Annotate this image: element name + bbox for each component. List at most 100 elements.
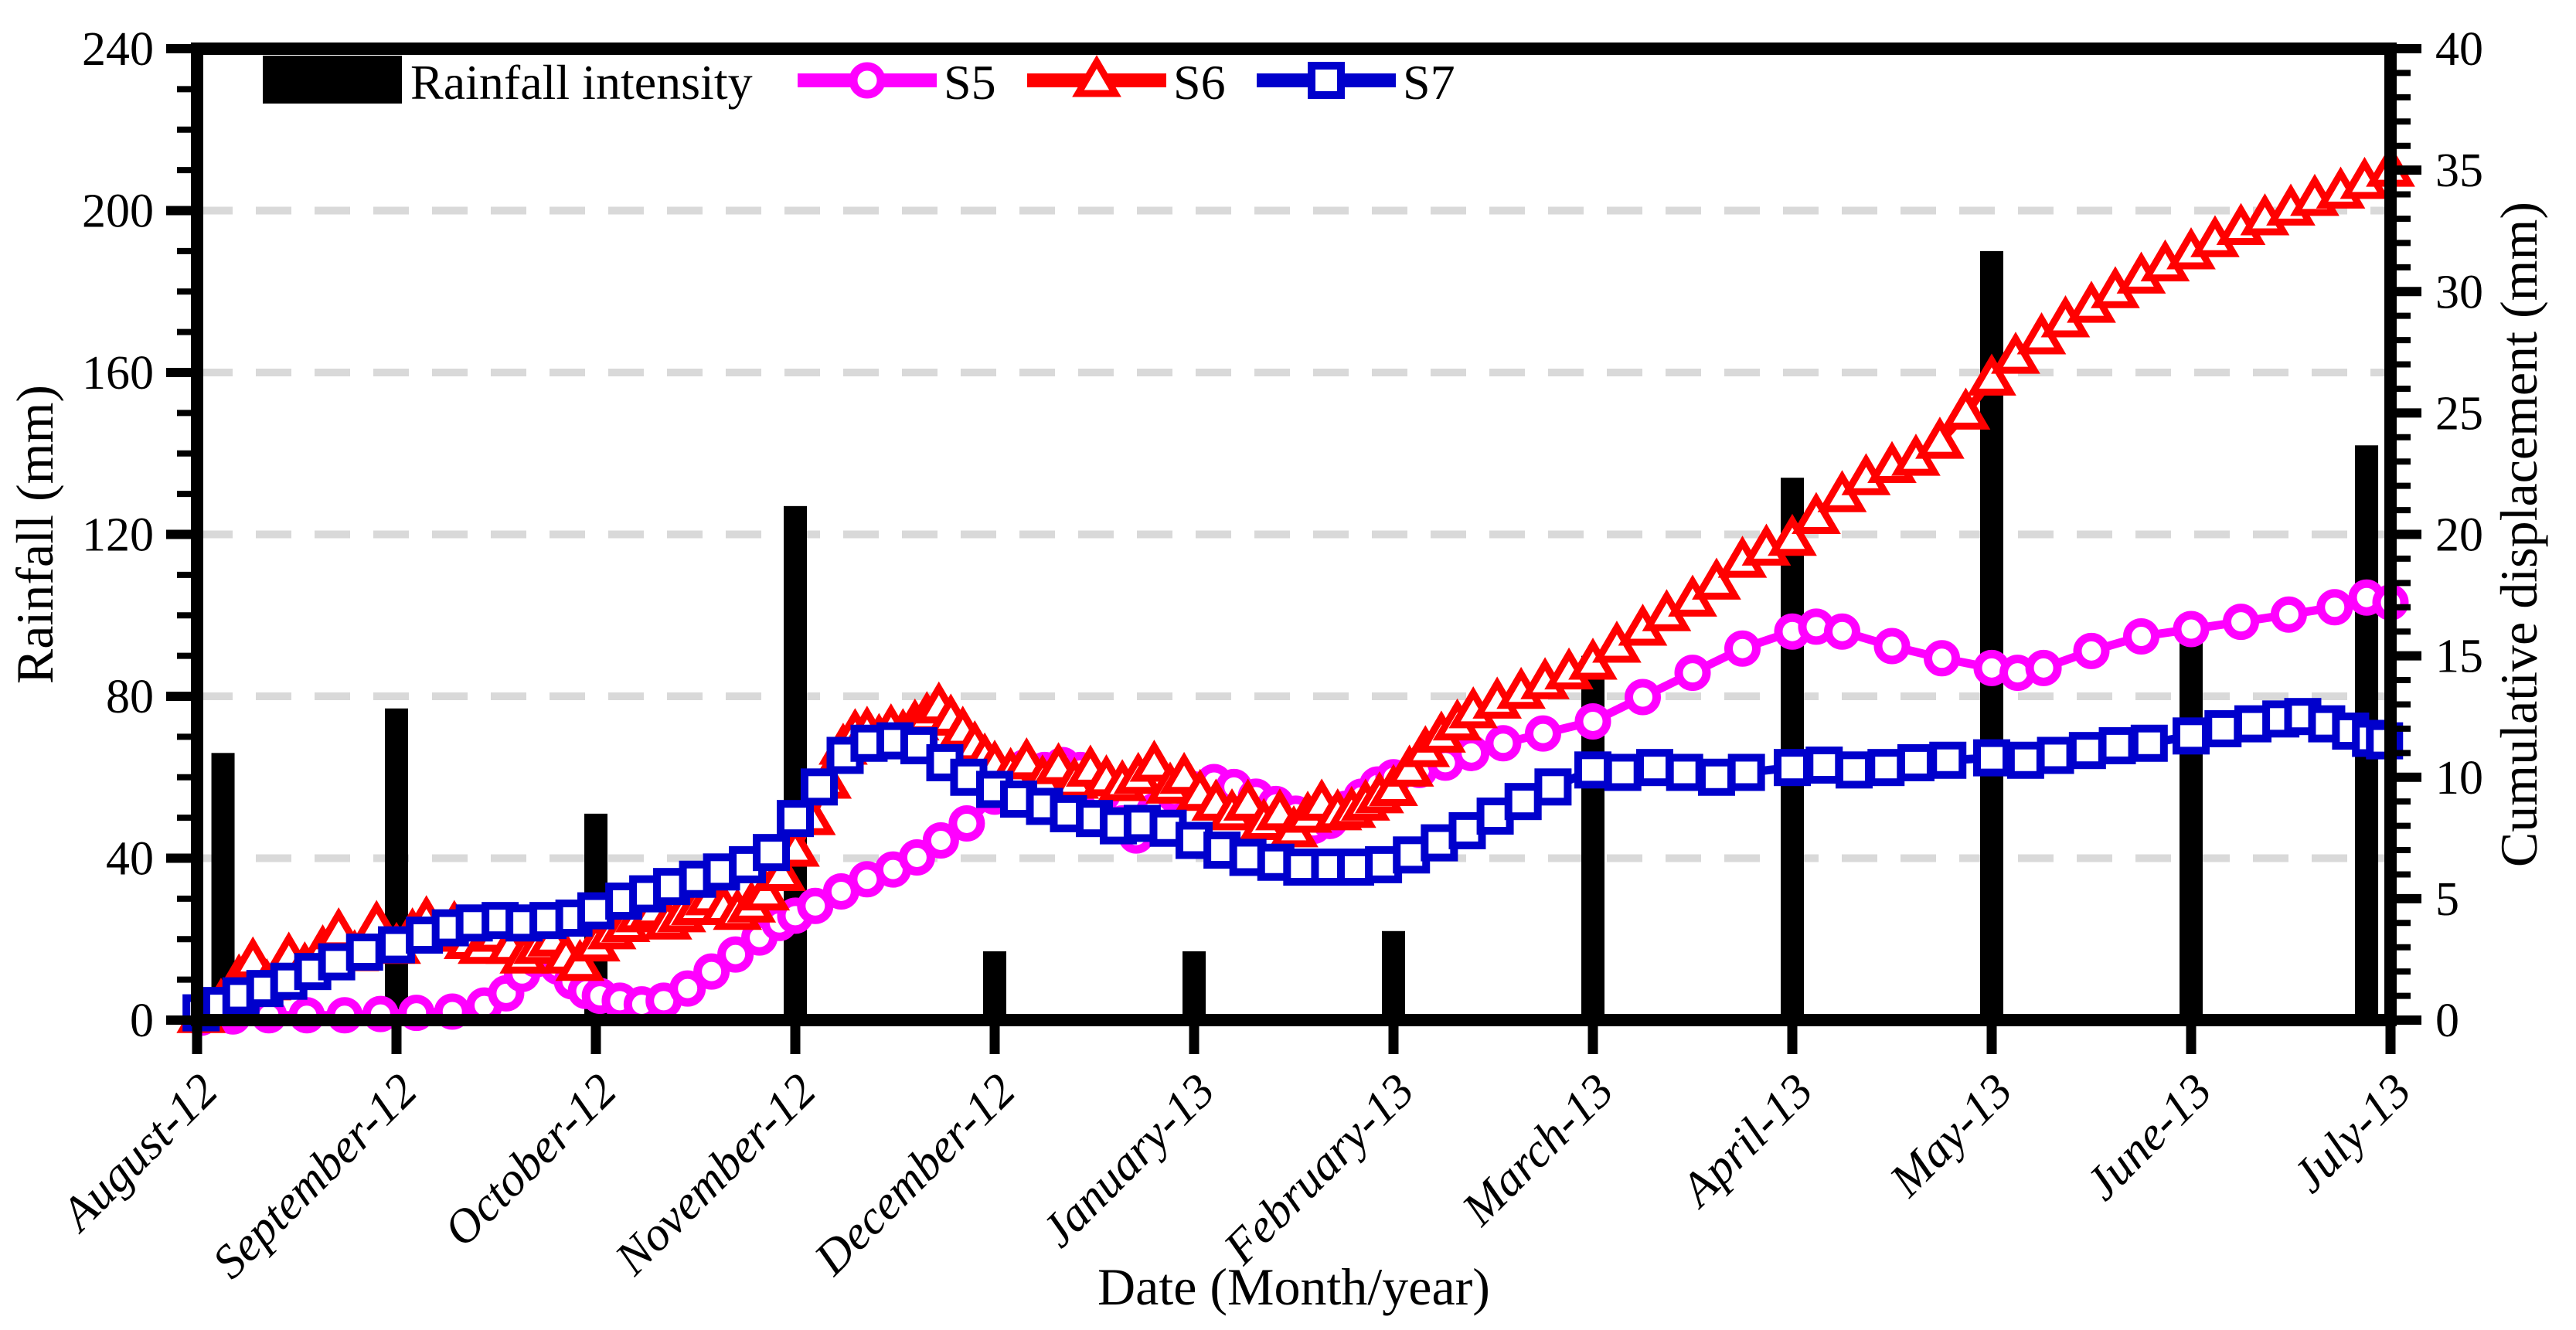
series-s7-marker-square — [2130, 724, 2168, 762]
rainfall-bar-June-13 — [2180, 631, 2203, 1020]
right-tick-label-30: 30 — [2435, 266, 2483, 318]
series-s7-marker-square — [1774, 749, 1811, 787]
series-s7-marker-square — [1534, 768, 1572, 806]
series-s7-marker-square — [777, 800, 814, 838]
series-s5-marker-circle — [2123, 617, 2159, 655]
series-s5-marker-circle — [1625, 679, 1661, 716]
left-tick-label-160: 160 — [82, 347, 154, 400]
plot-border — [191, 43, 2397, 1026]
series-s7-marker-square — [1897, 743, 1935, 781]
legend-s7-marker-square — [1308, 62, 1345, 99]
series-s5-marker-circle — [1724, 630, 1761, 667]
legend: Rainfall intensity S5 S6 S7 — [263, 55, 1455, 110]
series-s6-marker-triangle — [1384, 744, 1434, 787]
rainfall-bar-November-12 — [784, 505, 807, 1020]
axis-titles-group: Rainfall (mm) Cumulative displacement (mm… — [5, 202, 2548, 1316]
legend-s6-marker-triangle — [1072, 55, 1121, 97]
series-s7-marker-square — [345, 934, 383, 971]
left-tick-label-40: 40 — [106, 833, 154, 886]
legend-rainfall-label: Rainfall intensity — [410, 55, 753, 110]
series-s5-marker-circle — [2173, 611, 2210, 648]
series-s5-marker-circle — [922, 821, 959, 859]
series-s7-marker-square — [2173, 717, 2210, 755]
rainfall-bar-December-12 — [983, 951, 1006, 1020]
series-s5-marker-circle — [797, 887, 834, 924]
series-s6-marker-triangle — [1792, 492, 1841, 535]
series-s6-marker-triangle — [757, 849, 806, 891]
series-s5-marker-circle — [898, 838, 935, 876]
series-s7-marker-square — [1604, 753, 1642, 791]
series-s7-marker-square — [1574, 751, 1611, 789]
series-s6-marker-triangle — [1223, 778, 1273, 821]
series-s5-marker-circle — [1674, 655, 1711, 692]
series-s6-marker-triangle — [1915, 417, 1965, 459]
series-s5-marker-circle — [1824, 613, 1860, 650]
series-s7-marker-square — [1666, 753, 1703, 791]
x-axis-title: Date (Month/year) — [1097, 1257, 1490, 1316]
series-s7-marker-square — [753, 834, 791, 872]
series-s7-marker-square — [2006, 741, 2044, 779]
legend-s5-marker-circle — [849, 62, 886, 99]
right-tick-label-5: 5 — [2435, 873, 2459, 926]
series-s5-marker-circle — [1574, 702, 1611, 740]
series-s5-marker-circle — [717, 936, 754, 973]
series-s7-group — [182, 698, 2404, 1032]
series-s7-marker-square — [800, 768, 838, 806]
rainfall-bar-January-13 — [1183, 951, 1206, 1020]
series-s5-marker-circle — [2025, 649, 2062, 686]
series-s6-marker-triangle — [1692, 557, 1741, 600]
series-s5-marker-circle — [1525, 715, 1561, 752]
series-s7-marker-square — [1835, 751, 1873, 789]
series-s5-marker-circle — [669, 970, 706, 1007]
series-s7-marker-square — [1929, 741, 1967, 779]
series-s7-marker-square — [1973, 739, 2010, 777]
series-s6-marker-triangle — [1967, 353, 2016, 396]
series-s7-marker-square — [2098, 726, 2136, 764]
series-s5-marker-circle — [2270, 596, 2307, 633]
series-s7-marker-square — [1867, 749, 1905, 787]
series-s5-marker-circle — [948, 804, 985, 842]
right-tick-label-20: 20 — [2435, 509, 2483, 562]
left-tick-label-200: 200 — [82, 185, 154, 238]
legend-s7-label: S7 — [1403, 55, 1455, 110]
series-s5-marker-circle — [1924, 640, 1960, 677]
left-tick-label-0: 0 — [130, 995, 154, 1047]
legend-rainfall-swatch — [263, 56, 402, 104]
series-s7-marker-square — [1635, 749, 1673, 787]
left-tick-label-80: 80 — [106, 671, 154, 723]
series-s5-marker-circle — [2316, 589, 2353, 626]
right-tick-label-0: 0 — [2435, 995, 2459, 1047]
right-tick-label-40: 40 — [2435, 23, 2483, 76]
left-tick-label-240: 240 — [82, 23, 154, 76]
series-s7-marker-square — [1504, 783, 1542, 821]
ticks-group — [166, 44, 2421, 1054]
series-s5-marker-circle — [1873, 628, 1911, 665]
series-s7-marker-square — [1727, 753, 1765, 791]
series-s6-marker-triangle — [740, 868, 791, 911]
legend-s5-label: S5 — [944, 55, 996, 110]
series-s5-marker-circle — [2073, 632, 2110, 669]
right-axis-title: Cumulative displacement (mm) — [2489, 202, 2548, 867]
series-s7-marker-square — [2037, 736, 2074, 774]
series-s7-marker-square — [1697, 758, 1735, 796]
series-s6-marker-triangle — [1129, 740, 1179, 782]
left-axis-title: Rainfall (mm) — [5, 385, 64, 684]
left-tick-label-120: 120 — [82, 509, 154, 562]
right-tick-label-10: 10 — [2435, 752, 2483, 804]
series-s5-marker-circle — [693, 953, 730, 990]
series-s5-marker-circle — [1485, 725, 1522, 762]
series-s5-marker-circle — [1453, 734, 1490, 771]
right-tick-label-15: 15 — [2435, 631, 2483, 683]
series-s6-marker-triangle — [1941, 387, 1991, 430]
series-s7-marker-square — [2204, 709, 2242, 747]
rainfall-bar-September-12 — [385, 708, 408, 1020]
series-s5-marker-circle — [2223, 604, 2259, 641]
series-s7-marker-square — [2068, 732, 2106, 770]
rainfall-bar-February-13 — [1382, 930, 1405, 1020]
rainfall-bar-April-13 — [1781, 478, 1804, 1020]
series-s6-marker-triangle — [1369, 764, 1418, 806]
right-tick-label-25: 25 — [2435, 387, 2483, 440]
